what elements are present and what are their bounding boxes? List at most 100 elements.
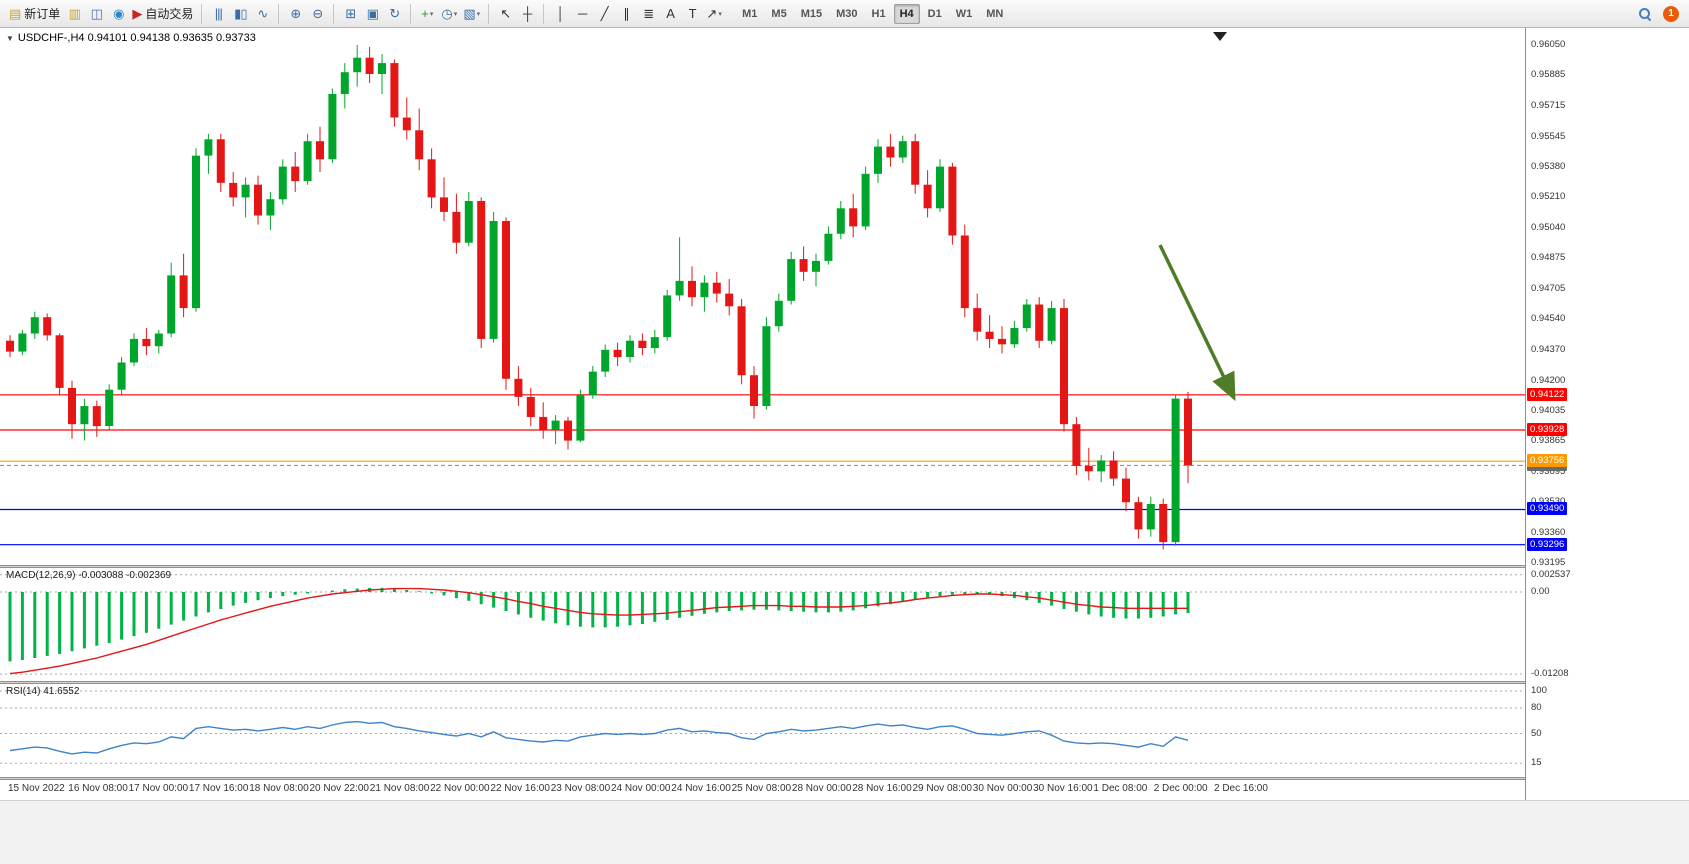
macd-axis-tick: -0.01208 (1531, 668, 1569, 680)
fibonacci-button[interactable]: ≣ (637, 3, 659, 25)
arrows-icon: ↗ (706, 6, 717, 21)
text-label-button[interactable]: T (681, 3, 703, 25)
chart-window: ▼ USDCHF-,H4 0.94101 0.94138 0.93635 0.9… (0, 28, 1689, 800)
hline-price-label: 0.93756 (1527, 454, 1568, 468)
add-indicator-button[interactable]: + ▾ (416, 3, 438, 25)
timeframe-h4[interactable]: H4 (893, 3, 920, 24)
bar-chart-button[interactable]: ||| (207, 3, 229, 25)
arrows-button[interactable]: ↗ ▾ (703, 3, 725, 25)
line-chart-icon: ∿ (257, 6, 268, 21)
time-axis[interactable]: 15 Nov 2022 16 Nov 08:00 17 Nov 00:00 17 No… (0, 780, 1525, 800)
zoom-out-button[interactable]: ⊖ (306, 3, 328, 25)
cycle-charts-icon: ↻ (389, 6, 400, 21)
price-tick: 0.94705 (1531, 283, 1566, 295)
cursor-button[interactable]: ↖ (494, 3, 516, 25)
timeframe-mn[interactable]: MN (986, 7, 1004, 20)
price-tick: 0.95885 (1531, 68, 1566, 80)
price-panel[interactable]: ▼ USDCHF-,H4 0.94101 0.94138 0.93635 0.9… (0, 28, 1525, 565)
text-label-icon: T (688, 6, 697, 21)
price-tick: 0.95040 (1531, 222, 1566, 234)
panel-separator[interactable] (0, 777, 1525, 780)
search-icon (1638, 7, 1651, 20)
timeframe-m5[interactable]: M5 (771, 7, 787, 20)
time-label: 22 Nov 16:00 (490, 783, 550, 794)
time-label: 16 Nov 08:00 (68, 783, 128, 794)
search-button[interactable] (1633, 3, 1655, 25)
time-label: 24 Nov 00:00 (611, 783, 671, 794)
cycle-charts-button[interactable]: ↻ (383, 3, 405, 25)
price-tick: 0.94200 (1531, 374, 1566, 386)
timeframe-m15[interactable]: M15 (800, 7, 823, 20)
auto-arrange-button[interactable]: ▣ (361, 3, 383, 25)
new-order-icon: ▤ (9, 6, 21, 21)
time-label: 21 Nov 08:00 (369, 783, 430, 794)
time-label: 30 Nov 16:00 (1033, 783, 1093, 794)
text-button[interactable]: A (659, 3, 681, 25)
tile-windows-button[interactable]: ⊞ (339, 3, 361, 25)
periods-button[interactable]: ◷ ▾ (438, 3, 460, 25)
timeframe-m1[interactable]: M1 (742, 7, 758, 20)
toolbar-group: │ ─ ╱ ∥ ≣ A T ↗ ▾ (543, 3, 725, 25)
price-tick: 0.95545 (1531, 130, 1566, 142)
rsi-axis-tick: 100 (1531, 685, 1547, 696)
rsi-chart[interactable] (0, 684, 1525, 777)
price-tick: 0.95210 (1531, 191, 1566, 203)
dropdown-caret-icon: ▾ (453, 10, 458, 18)
trendline-button[interactable]: ╱ (593, 3, 615, 25)
price-tick: 0.93695 (1531, 466, 1566, 478)
line-chart-button[interactable]: ∿ (251, 3, 273, 25)
channel-button[interactable]: ∥ (615, 3, 637, 25)
price-tick: 0.95715 (1531, 99, 1566, 111)
candlestick-chart-button[interactable]: ▮▯ (229, 3, 251, 25)
rsi-axis-tick: 50 (1531, 727, 1542, 739)
market-watch-button[interactable]: ◉ (107, 3, 129, 25)
time-label: 17 Nov 00:00 (128, 783, 189, 794)
timeframe-m30[interactable]: M30 (836, 7, 858, 20)
autotrading-button-label: 自动交易 (145, 7, 194, 21)
profiles-button[interactable]: ◫ (85, 3, 107, 25)
zoom-in-button[interactable]: ⊕ (284, 3, 306, 25)
macd-chart[interactable] (0, 568, 1525, 681)
time-label: 25 Nov 08:00 (731, 783, 792, 794)
templates-button[interactable]: ▧ ▾ (460, 3, 483, 25)
price-axis[interactable]: 0.96050 0.95885 0.95715 0.95545 0.95380 0.952… (1525, 28, 1689, 800)
rsi-panel[interactable]: RSI(14) 41.6552 (0, 684, 1525, 777)
autotrading-button[interactable]: ▶ 自动交易 (129, 3, 196, 25)
fibonacci-icon: ≣ (643, 6, 654, 21)
price-tick: 0.93865 (1531, 435, 1566, 447)
autotrading-icon: ▶ (132, 6, 142, 21)
timeframe-h1[interactable]: H1 (871, 7, 886, 20)
time-label: 24 Nov 16:00 (671, 783, 731, 794)
price-tick: 0.94540 (1531, 312, 1566, 324)
toolbar-group: ||| ▮▯ ∿ (201, 3, 273, 25)
macd-axis-tick: 0.00 (1531, 586, 1550, 597)
timeframe-w1[interactable]: W1 (955, 7, 973, 20)
price-tick: 0.93195 (1531, 557, 1566, 568)
one-click-trading-caret-icon[interactable]: ▼ (6, 33, 14, 43)
price-tick: 0.94035 (1531, 404, 1566, 416)
channel-icon: ∥ (623, 6, 629, 21)
candlestick-chart[interactable] (0, 28, 1525, 565)
horizontal-line-button[interactable]: ─ (571, 3, 593, 25)
panel-separator[interactable] (0, 565, 1525, 568)
profiles-icon: ◫ (90, 6, 103, 21)
vertical-line-button[interactable]: │ (549, 3, 571, 25)
timeframe-toolbar: M1 M5 M15 M30 H1 H4 D1 W1 MN (735, 3, 1010, 24)
macd-panel[interactable]: MACD(12,26,9) -0.003088 -0.002369 (0, 568, 1525, 681)
symbol-quote-text: USDCHF-,H4 0.94101 0.94138 0.93635 0.937… (17, 32, 256, 44)
new-order-button[interactable]: ▤ 新订单 (6, 3, 63, 25)
trendline-icon: ╱ (600, 6, 609, 21)
timeframe-d1[interactable]: D1 (927, 7, 942, 20)
auto-arrange-icon: ▣ (366, 6, 379, 21)
symbol-quote-line: ▼ USDCHF-,H4 0.94101 0.94138 0.93635 0.9… (6, 32, 256, 44)
price-tick: 0.94370 (1531, 343, 1566, 355)
panel-separator[interactable] (0, 681, 1525, 684)
new-chart-icon: ▥ (68, 6, 81, 21)
new-chart-button[interactable]: ▥ (63, 3, 85, 25)
toolbar-button-groups: ▤ 新订单 ▥ ◫ ◉ ▶ 自动交易 ||| ▮▯ ∿ ⊕ ⊖ ⊞ ▣ ↻ + ▾ ◷ ▾ ▧ ▾ ↖ ┼ │ ─ ╱ ∥ ≣ A T ↗ ▾ (6, 3, 725, 25)
toolbar-group: ↖ ┼ (488, 3, 538, 25)
toolbar-group: ⊞ ▣ ↻ (333, 3, 405, 25)
notification-badge[interactable]: 1 (1663, 5, 1679, 22)
crosshair-button[interactable]: ┼ (516, 3, 538, 25)
